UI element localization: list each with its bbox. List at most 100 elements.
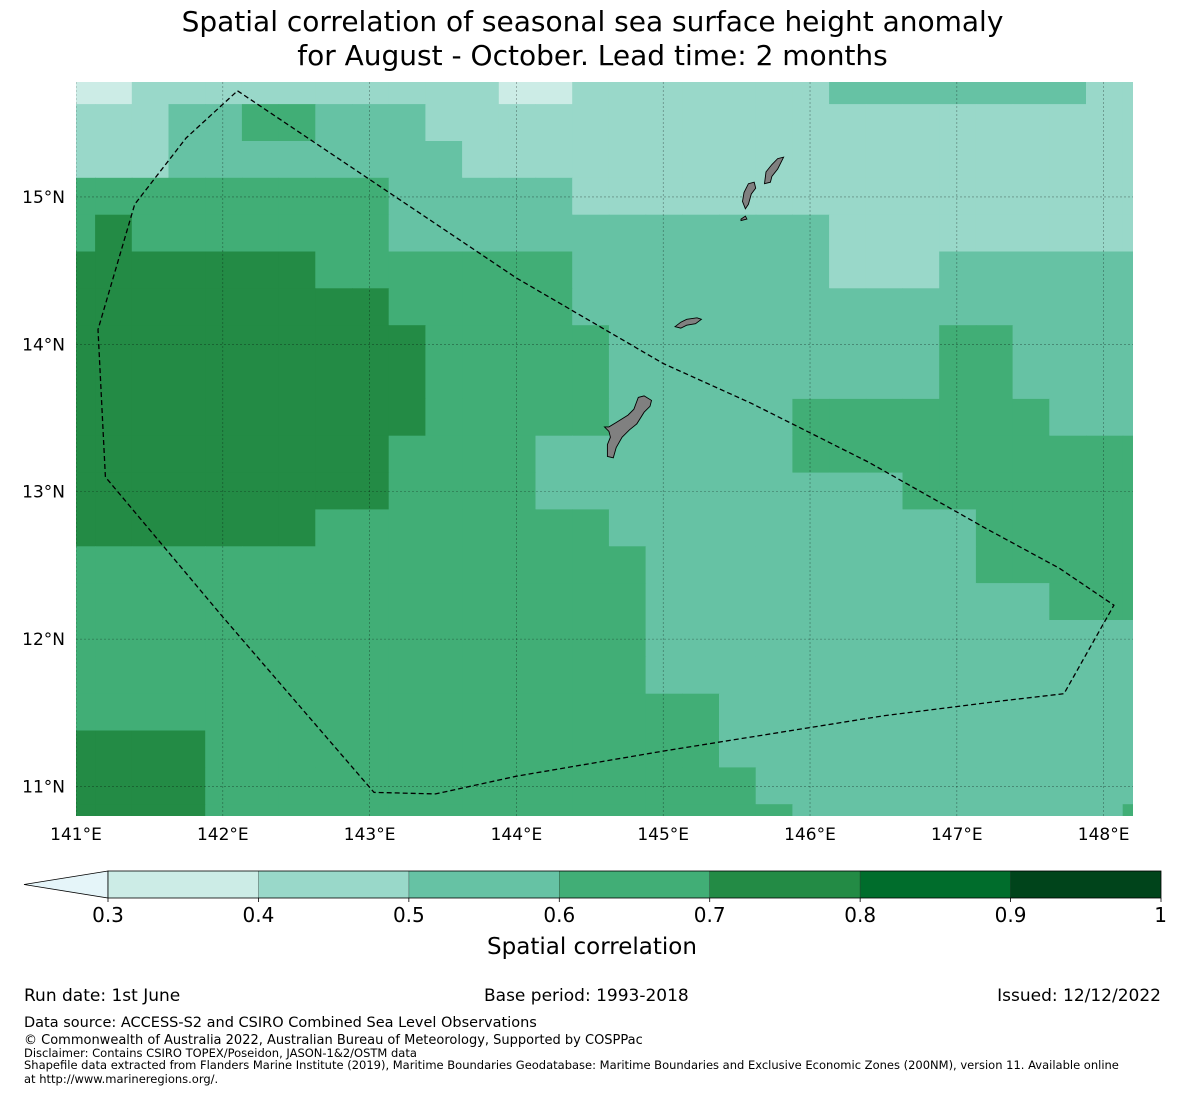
correlation-cell bbox=[645, 546, 683, 584]
correlation-cell bbox=[1012, 804, 1050, 816]
correlation-cell bbox=[76, 435, 96, 474]
correlation-cell bbox=[755, 804, 793, 816]
correlation-cell bbox=[792, 82, 830, 105]
correlation-cell bbox=[1122, 214, 1133, 253]
correlation-cell bbox=[939, 804, 977, 816]
issued-date: Issued: 12/12/2022 bbox=[997, 986, 1161, 1006]
correlation-cell bbox=[1049, 177, 1087, 216]
latitude-label: 14°N bbox=[22, 335, 65, 355]
correlation-cell bbox=[572, 767, 610, 805]
correlation-cell bbox=[278, 214, 316, 253]
correlation-cell bbox=[425, 325, 463, 363]
correlation-cell bbox=[205, 693, 243, 732]
correlation-cell bbox=[902, 730, 940, 768]
correlation-cell bbox=[535, 214, 573, 253]
correlation-cell bbox=[1159, 252, 1185, 289]
correlation-cell bbox=[241, 214, 280, 253]
correlation-cell bbox=[205, 767, 243, 805]
correlation-cell bbox=[682, 325, 720, 363]
latitude-label: 13°N bbox=[22, 483, 65, 503]
correlation-cell bbox=[792, 472, 830, 510]
correlation-cell bbox=[278, 288, 316, 326]
correlation-cell bbox=[865, 82, 904, 105]
longitude-label: 146°E bbox=[784, 825, 836, 845]
correlation-cell bbox=[95, 435, 133, 474]
correlation-cell bbox=[205, 214, 243, 253]
correlation-cell bbox=[792, 362, 830, 400]
colorbar-tick-label: 0.5 bbox=[393, 903, 425, 927]
correlation-cell bbox=[315, 251, 353, 289]
correlation-cell bbox=[315, 546, 353, 584]
correlation-cell bbox=[388, 620, 426, 658]
correlation-cell bbox=[608, 583, 647, 621]
correlation-cell bbox=[241, 767, 280, 805]
correlation-cell bbox=[425, 177, 463, 216]
colorbar-title: Spatial correlation bbox=[487, 934, 697, 960]
correlation-cell bbox=[939, 288, 977, 326]
correlation-cell bbox=[865, 804, 904, 816]
correlation-cell bbox=[1012, 656, 1050, 695]
correlation-cell bbox=[535, 82, 573, 105]
correlation-cell bbox=[76, 251, 96, 289]
copyright: © Commonwealth of Australia 2022, Austra… bbox=[24, 1033, 643, 1048]
colorbar-tick-label: 0.9 bbox=[995, 903, 1027, 927]
colorbar-tick-label: 0.4 bbox=[243, 903, 275, 927]
correlation-cell bbox=[278, 620, 316, 658]
correlation-cell bbox=[572, 693, 610, 732]
correlation-cell bbox=[865, 509, 904, 547]
correlation-cell bbox=[352, 288, 390, 326]
correlation-cell bbox=[462, 141, 500, 179]
correlation-cell bbox=[1159, 288, 1185, 325]
correlation-cell bbox=[755, 583, 793, 621]
correlation-cell bbox=[1122, 546, 1133, 584]
correlation-cell bbox=[792, 767, 830, 805]
correlation-cell bbox=[168, 435, 206, 474]
correlation-cell bbox=[572, 177, 610, 216]
correlation-cell bbox=[1086, 620, 1124, 658]
correlation-cell bbox=[608, 82, 647, 105]
correlation-cell bbox=[682, 656, 720, 695]
correlation-cell bbox=[315, 509, 353, 547]
correlation-cell bbox=[95, 214, 133, 253]
correlation-cell bbox=[1086, 767, 1124, 805]
correlation-cell bbox=[76, 546, 96, 584]
correlation-cell bbox=[278, 82, 316, 105]
correlation-cell bbox=[462, 693, 500, 732]
correlation-cell bbox=[755, 214, 793, 253]
correlation-cell bbox=[608, 620, 647, 658]
correlation-cell bbox=[425, 435, 463, 474]
correlation-cell bbox=[829, 177, 867, 216]
correlation-cell bbox=[462, 251, 500, 289]
correlation-cell bbox=[1012, 583, 1050, 621]
correlation-cell bbox=[241, 583, 280, 621]
correlation-cell bbox=[975, 804, 1014, 816]
correlation-cell bbox=[131, 214, 170, 253]
correlation-cell bbox=[755, 104, 793, 142]
correlation-cell bbox=[1122, 583, 1133, 621]
correlation-cell bbox=[462, 288, 500, 326]
correlation-cell bbox=[278, 141, 316, 179]
correlation-cell bbox=[388, 398, 426, 437]
correlation-cell bbox=[95, 82, 133, 105]
correlation-cell bbox=[1012, 214, 1050, 253]
correlation-cell bbox=[792, 141, 830, 179]
correlation-cell bbox=[719, 693, 757, 732]
correlation-cell bbox=[425, 398, 463, 437]
correlation-cell bbox=[1122, 82, 1133, 105]
correlation-cell bbox=[975, 398, 1014, 437]
correlation-cell bbox=[315, 767, 353, 805]
correlation-cell bbox=[315, 214, 353, 253]
correlation-cell bbox=[1086, 730, 1124, 768]
correlation-cell bbox=[1049, 288, 1087, 326]
correlation-cell bbox=[975, 362, 1014, 400]
correlation-cell bbox=[95, 509, 133, 547]
correlation-cell bbox=[902, 656, 940, 695]
correlation-cell bbox=[1086, 288, 1124, 326]
correlation-cell bbox=[572, 509, 610, 547]
correlation-cell bbox=[535, 620, 573, 658]
correlation-cell bbox=[315, 435, 353, 474]
correlation-cell bbox=[241, 804, 280, 816]
correlation-cell bbox=[535, 693, 573, 732]
correlation-cell bbox=[1049, 104, 1087, 142]
correlation-cell bbox=[792, 656, 830, 695]
